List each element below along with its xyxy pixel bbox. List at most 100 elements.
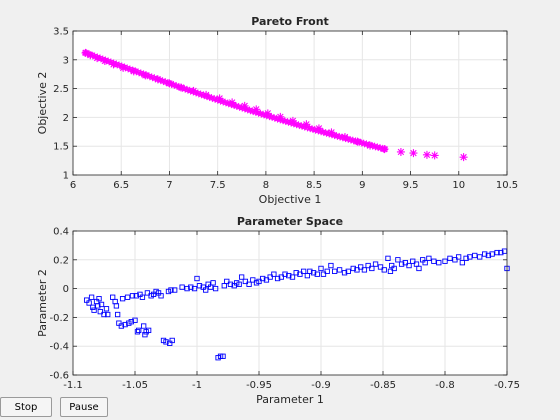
data-point — [455, 254, 462, 260]
data-point — [128, 319, 134, 325]
data-point — [459, 260, 466, 266]
data-point — [380, 145, 389, 153]
data-point — [336, 267, 343, 273]
chart-title: Parameter Space — [237, 215, 343, 228]
data-point — [267, 274, 273, 280]
plot-area — [73, 31, 507, 175]
data-point — [139, 294, 146, 300]
data-point — [320, 271, 327, 277]
pareto-front-axes: 6 6.5 7 7.5 8 8.5 9 9.5 10 10.5 1 1.5 2 2.5 3 3.5 Pareto… — [36, 15, 518, 206]
x-tick-label: -0.95 — [246, 380, 272, 391]
data-point — [477, 254, 483, 260]
plot-area — [73, 231, 507, 375]
data-point — [163, 339, 169, 345]
data-point — [307, 268, 313, 274]
data-point — [331, 268, 338, 274]
data-point — [485, 252, 492, 259]
data-point — [224, 278, 230, 285]
stop-button[interactable]: Stop — [0, 397, 52, 417]
data-point — [431, 258, 437, 264]
data-point — [105, 311, 111, 318]
x-tick-label: 10 — [452, 180, 465, 191]
data-point — [293, 270, 299, 276]
x-tick-label: 9.5 — [403, 180, 419, 191]
data-point — [385, 255, 391, 262]
data-point — [145, 327, 152, 334]
data-point — [168, 287, 174, 293]
data-point — [426, 255, 432, 262]
x-tick-label: -1.05 — [122, 380, 148, 391]
data-point — [387, 268, 394, 274]
data-point — [144, 290, 151, 296]
data-point — [442, 258, 448, 264]
data-point — [263, 277, 270, 283]
x-tick-label: -0.75 — [494, 380, 520, 391]
data-point — [494, 249, 500, 256]
data-point — [252, 105, 261, 114]
data-point — [354, 267, 360, 273]
data-point — [467, 254, 473, 260]
data-point — [169, 337, 175, 344]
data-point — [398, 261, 405, 267]
data-point — [430, 151, 439, 160]
data-point — [271, 271, 277, 277]
pause-button[interactable]: Pause — [60, 397, 108, 417]
x-tick-label: 8.5 — [306, 180, 322, 191]
data-point — [452, 257, 458, 263]
y-tick-label: -0.2 — [49, 313, 69, 324]
data-point — [402, 260, 408, 266]
data-point — [242, 278, 249, 285]
data-point — [122, 321, 128, 328]
data-point — [96, 296, 102, 302]
data-point — [286, 272, 292, 279]
x-tick-label: 9 — [359, 180, 365, 191]
data-point — [103, 306, 110, 312]
data-point — [369, 265, 375, 272]
data-point — [459, 153, 468, 162]
data-point — [278, 274, 284, 280]
data-point — [88, 294, 95, 300]
data-point — [365, 262, 371, 269]
data-point — [410, 258, 416, 264]
data-point — [119, 296, 126, 302]
data-point — [118, 323, 125, 329]
data-point — [172, 287, 178, 293]
chart-title: Pareto Front — [251, 15, 329, 28]
data-point — [314, 271, 320, 277]
x-tick-label: -0.8 — [435, 380, 455, 391]
x-tick-label: -1.1 — [63, 380, 83, 391]
data-point — [463, 255, 469, 262]
data-point — [210, 280, 216, 286]
x-tick-label: 7 — [166, 180, 172, 191]
data-point — [328, 262, 334, 269]
data-point — [318, 265, 324, 272]
data-point — [396, 147, 405, 156]
data-point — [141, 323, 147, 329]
data-point — [246, 281, 252, 287]
parameter-space-axes: -1.1 -1.05 -1 -0.95 -0.9 -0.85 -0.8 -0.75 -0.6 -0… — [36, 215, 520, 406]
data-point — [436, 260, 442, 266]
data-point — [289, 274, 296, 280]
y-tick-label: 3 — [63, 55, 69, 66]
data-point — [179, 284, 185, 290]
data-point — [498, 249, 504, 256]
data-point — [482, 251, 488, 257]
y-axis-label: Objective 2 — [36, 72, 49, 135]
data-point — [142, 332, 148, 338]
data-point — [114, 311, 121, 318]
axes-box — [72, 30, 508, 176]
data-point — [297, 271, 303, 277]
x-tick-label: 6.5 — [113, 180, 129, 191]
y-tick-label: 1.5 — [53, 142, 69, 153]
data-point — [134, 329, 141, 335]
y-tick-label: -0.4 — [49, 342, 69, 353]
x-tick-label: 6 — [70, 180, 76, 191]
x-tick-label: 10.5 — [496, 180, 518, 191]
x-axis-label: Parameter 1 — [256, 393, 324, 406]
data-point — [341, 270, 348, 276]
data-point — [90, 304, 96, 310]
y-tick-label: 3.5 — [53, 27, 69, 38]
y-tick-label: -0.6 — [49, 371, 69, 382]
data-point — [276, 112, 285, 121]
data-point — [95, 303, 101, 309]
